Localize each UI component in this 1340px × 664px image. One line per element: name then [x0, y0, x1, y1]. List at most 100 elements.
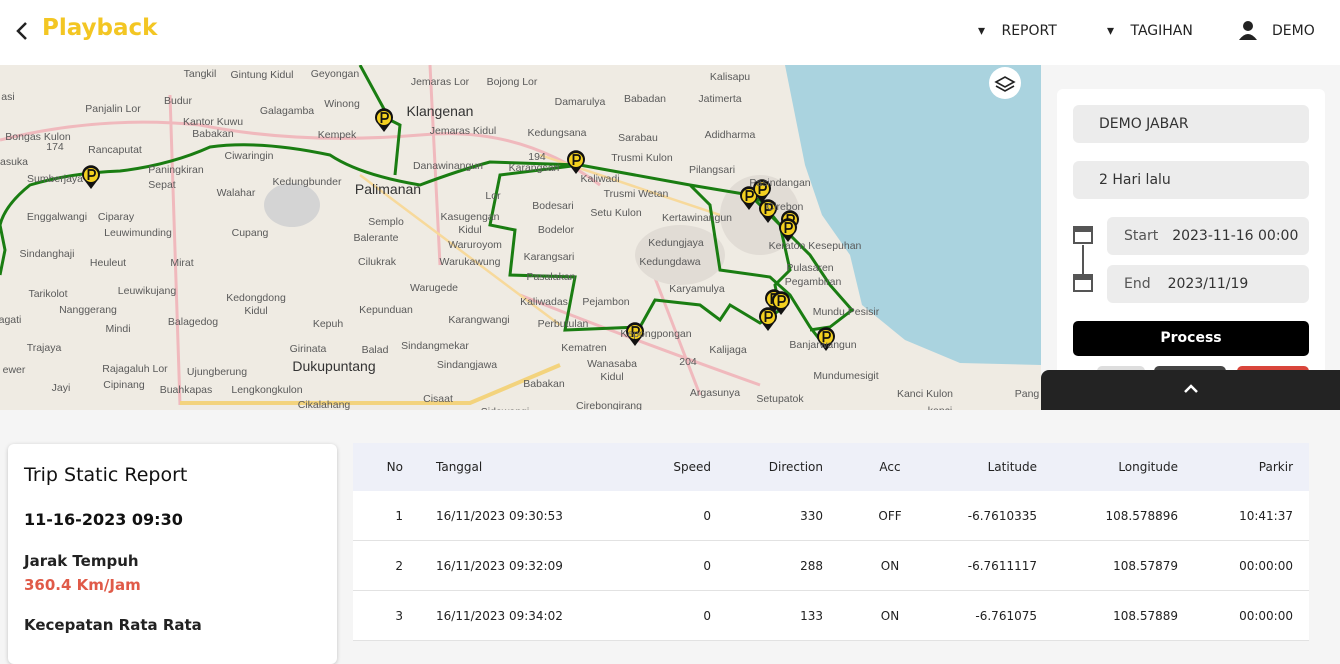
map-label: Gintung Kidul	[230, 69, 293, 81]
map-label: Jayi	[52, 382, 71, 394]
map-label: Paningkiran	[148, 164, 204, 176]
map-label: Pejambon	[582, 296, 629, 308]
map-label: Kedungjaya	[648, 237, 704, 249]
map-label: Bojong Lor	[487, 76, 538, 88]
map-label: asi	[1, 91, 14, 103]
table-cell: 0	[615, 491, 723, 541]
map-label: Geyongan	[311, 68, 360, 80]
map-label: Cirebongirang	[576, 400, 642, 410]
page: Playback ▾ REPORT ▾ TAGIHAN DEMO Tangkil…	[0, 15, 1340, 641]
user-icon	[1239, 21, 1257, 40]
table-body: 1 16/11/2023 09:30:53 0 330 OFF -6.7610335 108…	[353, 491, 1309, 641]
table-cell: 16/11/2023 09:30:53	[415, 491, 615, 541]
page-title: Playback	[42, 15, 158, 41]
map-label: Girinata	[290, 343, 327, 355]
table-cell: -6.761075	[945, 590, 1049, 641]
process-button[interactable]: Process	[1073, 321, 1309, 356]
map-label: Mundumesigit	[813, 370, 878, 382]
map-label: Sindangjawa	[437, 359, 497, 371]
map-label: Balagedog	[168, 316, 218, 328]
table-cell: 288	[723, 540, 835, 591]
map-label: 194	[528, 151, 546, 163]
chevron-up	[1184, 384, 1198, 393]
back-button[interactable]	[14, 20, 32, 42]
map-label: Kepunduan	[359, 304, 413, 316]
table-row[interactable]: 2 16/11/2023 09:32:09 0 288 ON -6.7611117 108.…	[353, 540, 1309, 591]
map-label: kanci	[928, 405, 953, 410]
map-label: Kaliwadi	[580, 173, 619, 185]
table-cell: 0	[615, 590, 723, 641]
table-row[interactable]: 1 16/11/2023 09:30:53 0 330 OFF -6.7610335 108…	[353, 491, 1309, 541]
avg-speed-label: Kecepatan Rata Rata	[24, 616, 202, 634]
map-label: Rancaputat	[88, 144, 142, 156]
user-name[interactable]: DEMO	[1272, 23, 1315, 39]
map-label: Dukupuntang	[292, 358, 375, 374]
map-label: Karyamulya	[669, 283, 725, 295]
vehicle-select[interactable]: DEMO JABAR	[1073, 105, 1309, 143]
start-input[interactable]: Start 2023-11-16 00:00	[1107, 217, 1309, 255]
column-header: Latitude	[945, 443, 1049, 491]
map-label: Trusmi Wetan	[604, 188, 669, 200]
map-label: Cisaat	[423, 393, 453, 405]
map-label: Kidul	[600, 371, 623, 383]
column-header: No	[353, 443, 415, 491]
menu-report[interactable]: ▾ REPORT	[978, 23, 1057, 39]
end-value: 2023/11/19	[1167, 276, 1249, 292]
distance-value: 360.4 Km/Jam	[24, 576, 141, 594]
table-cell: OFF	[835, 491, 945, 541]
map-label: Adidharma	[705, 129, 756, 141]
menu-tagihan[interactable]: ▾ TAGIHAN	[1107, 23, 1193, 39]
map-label: Pang	[1015, 388, 1040, 400]
map-label: Kedungbunder	[273, 176, 342, 188]
map-label: Budur	[164, 95, 193, 107]
table-cell: 00:00:00	[1190, 590, 1309, 641]
map-label: Pasalakan	[526, 271, 575, 283]
map-label: Kedungsana	[528, 127, 587, 139]
map-label: Kempek	[318, 129, 357, 141]
map-label: Cipinang	[103, 379, 145, 391]
map-label: Lor	[485, 190, 501, 202]
map-label: Klangenan	[407, 103, 474, 119]
map-label: Bodelor	[538, 224, 575, 236]
map-label: Pegambiran	[785, 276, 842, 288]
map-label: Waruroyom	[448, 239, 502, 251]
collapse-bar[interactable]	[1041, 370, 1340, 410]
column-header: Acc	[835, 443, 945, 491]
map-label: Kertawinangun	[662, 212, 732, 224]
report-card: Trip Static Report 11-16-2023 09:30 Jara…	[8, 444, 337, 664]
parking-pin-glyph	[777, 295, 786, 306]
map-label: Ciparay	[98, 211, 135, 223]
map-label: Damarulya	[555, 96, 606, 108]
map-label: Galagamba	[260, 105, 314, 117]
map-label: Kalijaga	[709, 344, 747, 356]
map-label: Pasindangan	[749, 177, 810, 189]
map-label: Kalisapu	[710, 71, 750, 83]
period-select[interactable]: 2 Hari lalu	[1073, 161, 1309, 199]
map-label: Keraton Kesepuhan	[769, 240, 862, 252]
map[interactable]: Tangkil Gintung Kidul Geyongan Jemaras Lor B…	[0, 65, 1041, 410]
table-row[interactable]: 3 16/11/2023 09:34:02 0 133 ON -6.761075 108.5…	[353, 590, 1309, 641]
map-label: Mundu Pesisir	[813, 306, 880, 318]
parking-pin-glyph	[87, 169, 96, 180]
map-label: Bongas Kulon	[5, 131, 71, 143]
map-label: Kedongdong	[226, 292, 286, 304]
map-label: Kasugengan	[441, 211, 500, 223]
map-label: Babakan	[192, 128, 234, 140]
map-label: Lengkongkulon	[231, 384, 302, 396]
map-label: Banjarwangun	[789, 339, 856, 351]
parking-pin-glyph	[822, 331, 831, 342]
map-label: Tangkil	[184, 68, 217, 80]
end-input[interactable]: End 2023/11/19	[1107, 265, 1309, 303]
distance-label: Jarak Tempuh	[24, 552, 139, 570]
table-cell: 108.578896	[1049, 491, 1190, 541]
map-label: Sidawangi	[481, 406, 529, 410]
map-label: 174	[46, 141, 64, 153]
map-label: Sindanghaji	[20, 248, 75, 260]
parking-pin-glyph	[758, 183, 767, 194]
table-cell: 133	[723, 590, 835, 641]
column-header: Direction	[723, 443, 835, 491]
map-label: Tarikolot	[28, 288, 67, 300]
map-label: Rajagaluh Lor	[102, 363, 168, 375]
map-label: Cikalahang	[298, 399, 351, 410]
map-label: Ujungberung	[187, 366, 247, 378]
